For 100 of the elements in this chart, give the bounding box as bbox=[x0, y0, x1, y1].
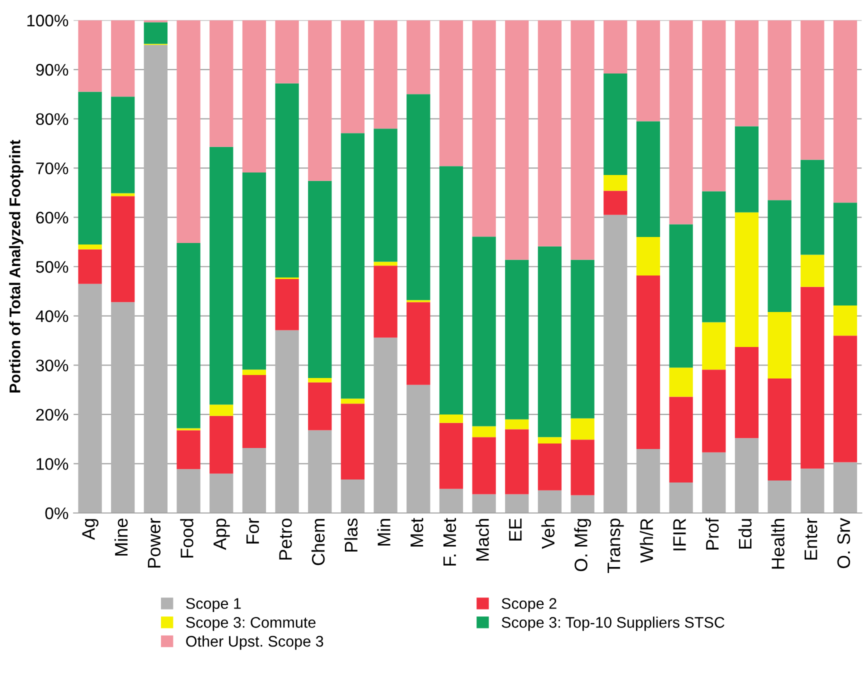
bar bbox=[636, 121, 660, 238]
bar bbox=[374, 20, 398, 129]
bar bbox=[111, 302, 135, 513]
bar bbox=[570, 418, 594, 440]
bar bbox=[275, 330, 299, 513]
bar bbox=[275, 83, 299, 278]
x-tick-label: Ag bbox=[82, 519, 98, 540]
bar bbox=[111, 20, 135, 97]
bar bbox=[176, 430, 200, 470]
bar bbox=[570, 20, 594, 260]
bar bbox=[210, 20, 234, 147]
bar bbox=[275, 278, 299, 330]
bar bbox=[768, 378, 792, 480]
x-tick-label: F. Met bbox=[443, 518, 456, 566]
bar bbox=[144, 44, 168, 513]
bar bbox=[768, 200, 792, 312]
bar bbox=[604, 20, 628, 74]
bar bbox=[604, 214, 628, 513]
bar bbox=[734, 126, 759, 212]
x-tick-label: Plas bbox=[344, 518, 358, 552]
bar bbox=[833, 336, 858, 462]
bar bbox=[439, 166, 464, 414]
bar bbox=[439, 488, 464, 513]
x-tick-label: Enter bbox=[804, 518, 818, 560]
bar bbox=[800, 20, 824, 160]
bar bbox=[702, 322, 726, 370]
bar bbox=[669, 482, 693, 513]
bar bbox=[768, 20, 792, 200]
bar bbox=[340, 398, 365, 404]
bar bbox=[538, 437, 562, 444]
bar bbox=[604, 73, 628, 175]
bar bbox=[439, 422, 464, 489]
bar bbox=[439, 20, 464, 166]
bar bbox=[374, 266, 398, 338]
bar bbox=[734, 212, 759, 347]
bar bbox=[340, 20, 365, 134]
y-tick-label: 20% bbox=[36, 408, 68, 421]
bar bbox=[538, 246, 562, 438]
bar bbox=[472, 494, 496, 513]
bar bbox=[406, 384, 430, 513]
legend-label: Other Upst. Scope 3 bbox=[186, 636, 324, 650]
bar bbox=[78, 20, 102, 92]
bar bbox=[538, 490, 562, 513]
x-tick-label: Prof bbox=[706, 518, 719, 550]
bar bbox=[374, 262, 398, 266]
bar bbox=[111, 96, 135, 194]
x-tick-label: Mine bbox=[114, 518, 128, 556]
bar bbox=[800, 254, 824, 287]
bar bbox=[406, 20, 430, 94]
bar bbox=[374, 338, 398, 513]
bar bbox=[340, 133, 365, 399]
bar bbox=[210, 474, 234, 513]
legend-label: Scope 3: Commute bbox=[186, 617, 316, 631]
bar bbox=[604, 190, 628, 215]
legend-label: Scope 1 bbox=[186, 598, 241, 612]
bar bbox=[210, 416, 234, 474]
x-tick-label: Health bbox=[771, 519, 784, 569]
bar bbox=[340, 404, 365, 480]
bar bbox=[406, 302, 430, 385]
bar bbox=[734, 20, 759, 126]
bar bbox=[176, 469, 200, 513]
bar bbox=[340, 479, 365, 513]
bar bbox=[734, 438, 759, 513]
y-tick-label: 0% bbox=[45, 507, 68, 520]
x-tick-label: App bbox=[214, 518, 230, 550]
bar bbox=[144, 22, 168, 44]
bar bbox=[472, 426, 496, 438]
bar bbox=[669, 368, 693, 397]
bar bbox=[308, 20, 332, 181]
y-tick-label: 50% bbox=[36, 261, 68, 273]
x-tick-label: Petro bbox=[279, 518, 292, 560]
bar bbox=[111, 193, 135, 196]
bar bbox=[636, 20, 660, 122]
bar bbox=[439, 414, 464, 423]
bar bbox=[570, 495, 594, 513]
x-tick-label: Veh bbox=[541, 519, 555, 549]
bar bbox=[505, 419, 529, 430]
x-tick-label: O. Srv bbox=[837, 518, 850, 568]
x-tick-label: Min bbox=[377, 519, 390, 546]
bar bbox=[505, 20, 529, 260]
x-tick-label: IFIR bbox=[673, 518, 686, 550]
y-tick-label: 10% bbox=[36, 458, 68, 470]
bar bbox=[702, 191, 726, 322]
bar bbox=[210, 404, 234, 416]
bar bbox=[275, 20, 299, 84]
bar bbox=[669, 396, 693, 482]
y-tick-label: 30% bbox=[36, 360, 68, 372]
bar bbox=[308, 382, 332, 430]
y-axis-title: Portion of Total Analyzed Footprint bbox=[9, 140, 24, 392]
bar bbox=[768, 312, 792, 378]
y-tick-label: 40% bbox=[36, 310, 68, 322]
bar bbox=[833, 20, 858, 203]
bar bbox=[242, 172, 266, 370]
y-tick-label: 70% bbox=[36, 162, 68, 174]
x-tick-label: Food bbox=[180, 519, 194, 558]
bar bbox=[702, 20, 726, 192]
x-tick-label: For bbox=[246, 518, 260, 544]
bar bbox=[702, 452, 726, 513]
bar bbox=[604, 174, 628, 191]
y-tick-label: 100% bbox=[27, 14, 68, 26]
